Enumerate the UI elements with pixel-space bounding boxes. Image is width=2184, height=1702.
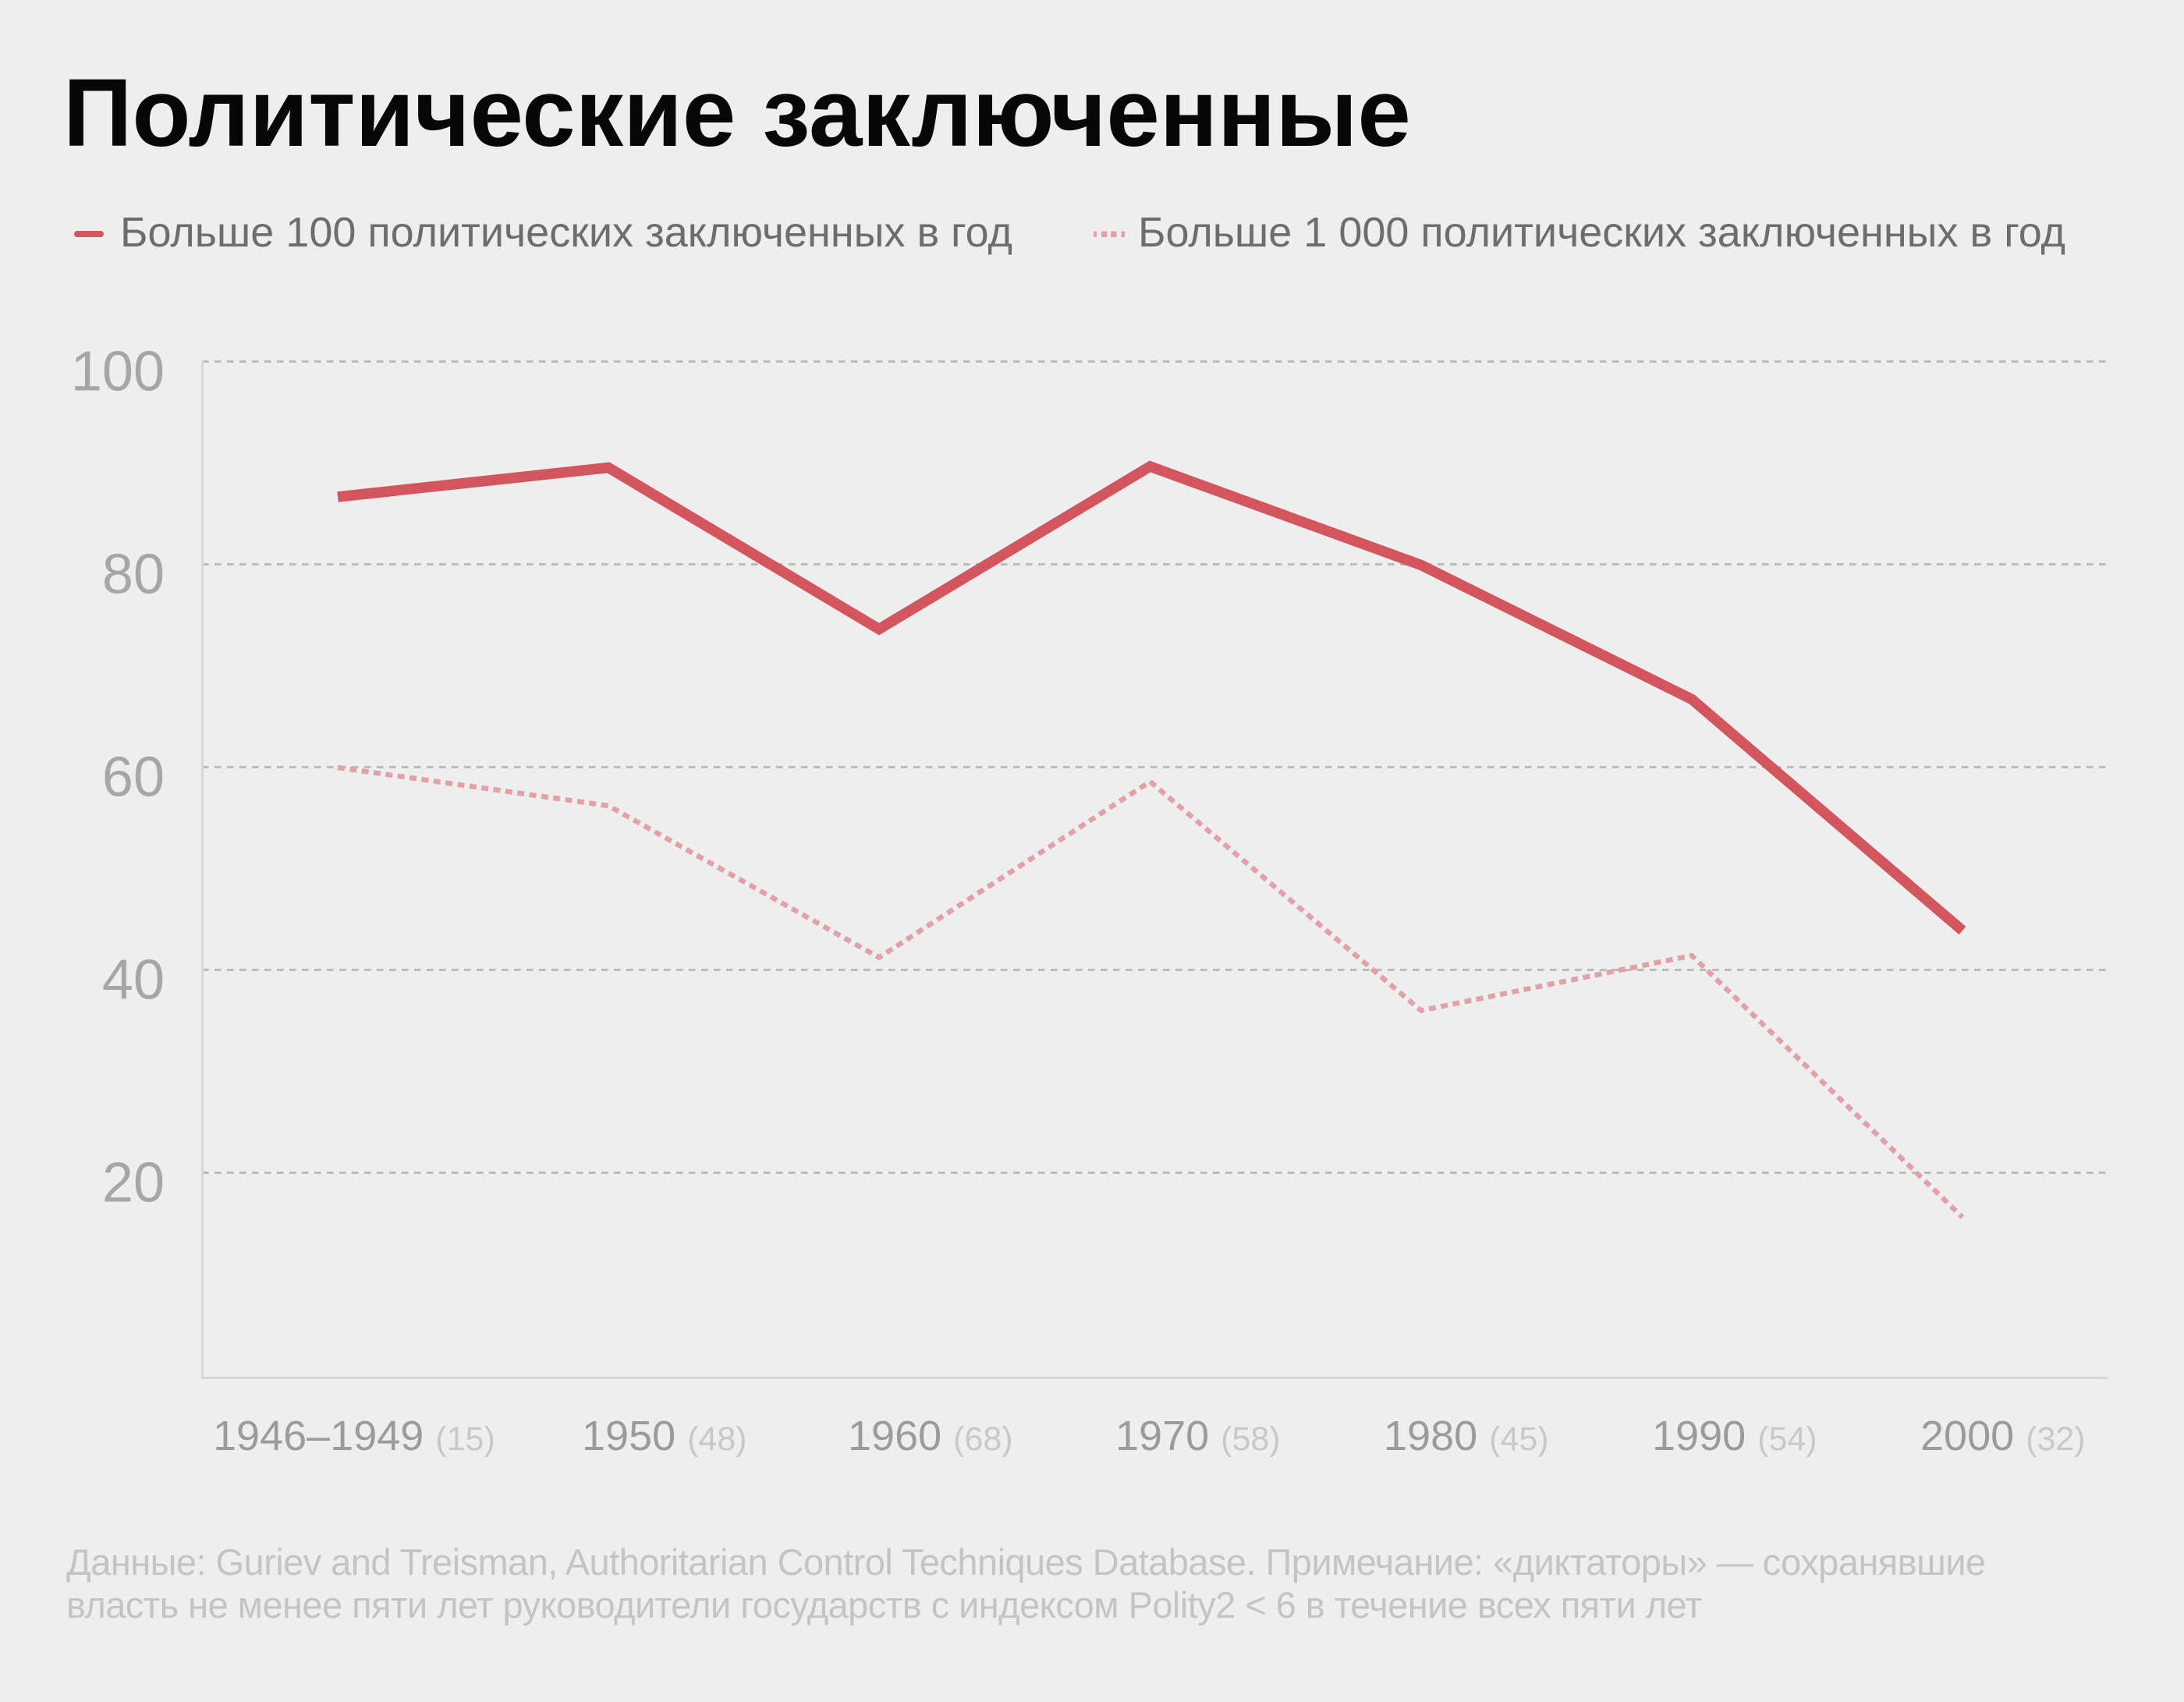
svg-text:1946–1949 (15): 1946–1949 (15) [213,1413,495,1459]
svg-text:1970 (58): 1970 (58) [1115,1413,1281,1459]
svg-text:1980 (45): 1980 (45) [1384,1413,1549,1459]
svg-text:100: 100 [71,340,165,402]
svg-text:20: 20 [102,1151,165,1214]
svg-text:1990 (54): 1990 (54) [1652,1413,1817,1459]
svg-text:60: 60 [102,746,165,808]
svg-text:2000 (32): 2000 (32) [1920,1413,2086,1459]
svg-text:власть не менее пяти лет руков: власть не менее пяти лет руководители го… [66,1584,1702,1626]
svg-text:1960 (68): 1960 (68) [848,1413,1013,1459]
svg-text:Данные: Guriev and Treisman, A: Данные: Guriev and Treisman, Authoritari… [66,1541,1986,1583]
svg-text:40: 40 [102,949,165,1011]
svg-text:Политические заключенные: Политические заключенные [63,60,1411,167]
svg-text:80: 80 [102,543,165,605]
svg-text:1950 (48): 1950 (48) [582,1413,747,1459]
svg-text:Больше 100 политических заключ: Больше 100 политических заключенных в го… [120,209,1012,256]
svg-text:Больше 1 000 политических закл: Больше 1 000 политических заключенных в … [1138,209,2065,256]
